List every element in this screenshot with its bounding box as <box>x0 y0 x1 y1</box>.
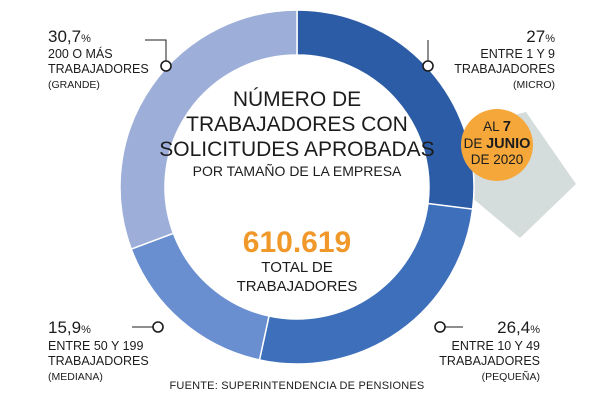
badge-month: JUNIO <box>486 136 530 152</box>
leader-line-grande <box>145 39 167 66</box>
title-line-2: TRABAJADORES CON <box>186 113 408 136</box>
badge-line-3: DE 2020 <box>471 152 524 167</box>
label-mediana-pct: 15,9% <box>48 318 91 337</box>
leader-dot-pequena <box>434 321 446 333</box>
title-line-3: SOLICITUDES APROBADAS <box>159 138 434 161</box>
date-badge-circle <box>461 109 533 181</box>
leader-dot-micro <box>422 60 434 72</box>
label-grande-line-2: TRABAJADORES <box>48 62 149 76</box>
label-mediana-category: (MEDIANA) <box>48 371 103 383</box>
leader-dot-mediana <box>152 321 164 333</box>
label-mediana-value: 15,9 <box>48 318 81 337</box>
label-mediana-pct-sign: % <box>81 324 91 336</box>
title-line-1: NÚMERO DE <box>233 88 361 111</box>
leader-dot-grande <box>160 60 172 72</box>
badge-line-2: DE JUNIO <box>464 136 531 152</box>
total-value: 610.619 <box>243 226 351 259</box>
total-label-line-2: TRABAJADORES <box>237 278 358 295</box>
label-grande-pct-sign: % <box>81 33 91 45</box>
label-micro-pct: 27% <box>526 27 555 46</box>
badge-line-1: AL 7 <box>483 119 511 135</box>
label-pequena: 26,4% ENTRE 10 Y 49 TRABAJADORES (PEQUEÑ… <box>439 318 540 383</box>
center-title: NÚMERO DE TRABAJADORES CON SOLICITUDES A… <box>159 88 434 179</box>
source-note: FUENTE: SUPERINTENDENCIA DE PENSIONES <box>170 380 425 392</box>
label-micro-line-1: ENTRE 1 Y 9 <box>480 47 555 61</box>
label-pequena-line-2: TRABAJADORES <box>439 354 540 368</box>
label-micro-category: (MICRO) <box>513 79 555 91</box>
label-pequena-pct-sign: % <box>530 324 540 336</box>
badge-day: 7 <box>503 119 511 135</box>
label-micro-pct-sign: % <box>545 33 555 45</box>
label-grande-line-1: 200 O MÁS <box>48 46 113 61</box>
label-mediana-line-1: ENTRE 50 Y 199 <box>48 339 143 353</box>
total-label-line-1: TOTAL DE <box>261 259 332 276</box>
label-grande-value: 30,7 <box>48 27 81 46</box>
label-mediana-line-2: TRABAJADORES <box>48 354 149 368</box>
center-hole <box>165 55 429 319</box>
badge-line-1-prefix: AL <box>483 119 503 134</box>
label-micro: 27% ENTRE 1 Y 9 TRABAJADORES (MICRO) <box>454 27 555 91</box>
label-mediana: 15,9% ENTRE 50 Y 199 TRABAJADORES (MEDIA… <box>48 318 149 383</box>
leader-dots <box>152 60 446 333</box>
label-pequena-category: (PEQUEÑA) <box>482 370 540 383</box>
label-grande-pct: 30,7% <box>48 27 91 46</box>
label-micro-value: 27 <box>526 27 545 46</box>
label-grande: 30,7% 200 O MÁS TRABAJADORES (GRANDE) <box>48 27 149 91</box>
label-pequena-value: 26,4 <box>497 318 530 337</box>
date-badge: AL 7 DE JUNIO DE 2020 <box>461 109 533 181</box>
label-pequena-pct: 26,4% <box>497 318 540 337</box>
label-grande-category: (GRANDE) <box>48 79 100 91</box>
label-micro-line-2: TRABAJADORES <box>454 62 555 76</box>
label-pequena-line-1: ENTRE 10 Y 49 <box>452 339 541 353</box>
badge-line-2-prefix: DE <box>464 136 487 151</box>
subtitle: POR TAMAÑO DE LA EMPRESA <box>193 163 402 179</box>
